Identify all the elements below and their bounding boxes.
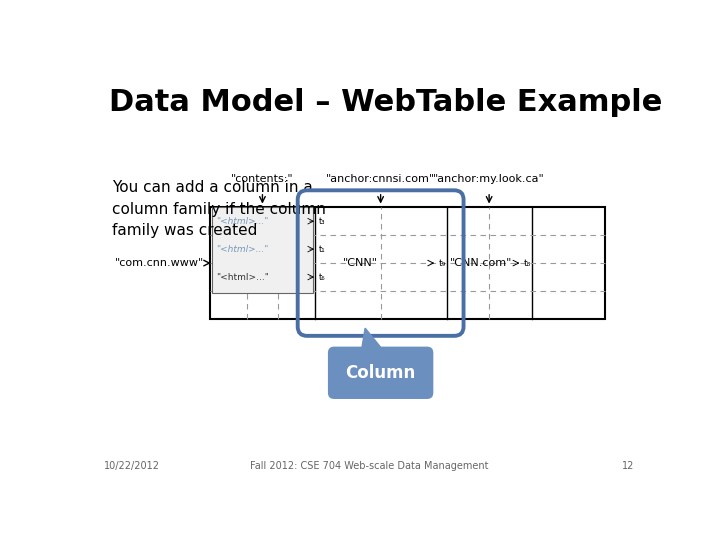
Text: t₉: t₉ (438, 259, 446, 268)
Text: "com.cnn.www": "com.cnn.www" (114, 258, 204, 268)
Text: family was created: family was created (112, 224, 257, 239)
Text: Fall 2012: CSE 704 Web-scale Data Management: Fall 2012: CSE 704 Web-scale Data Manage… (250, 461, 488, 471)
Text: t₃: t₃ (319, 217, 325, 226)
Text: Data Model – WebTable Example: Data Model – WebTable Example (109, 88, 662, 117)
Text: You can add a column in a: You can add a column in a (112, 180, 312, 195)
Text: Column: Column (346, 364, 415, 382)
Text: "<html>...": "<html>..." (216, 217, 269, 226)
FancyBboxPatch shape (328, 347, 433, 399)
Text: "CNN.com": "CNN.com" (449, 258, 512, 268)
Polygon shape (361, 328, 384, 352)
Text: "anchor:my.look.ca": "anchor:my.look.ca" (433, 174, 545, 184)
Text: "CNN": "CNN" (343, 258, 379, 268)
Bar (210, 207, 606, 319)
Bar (212, 207, 313, 293)
Text: "<html>...": "<html>..." (216, 273, 269, 281)
Text: "contents:": "contents:" (231, 174, 294, 184)
Text: "anchor:cnnsi.com": "anchor:cnnsi.com" (326, 174, 435, 184)
Text: "<html>...": "<html>..." (216, 245, 269, 254)
Text: column family if the column: column family if the column (112, 202, 325, 217)
Text: t₁: t₁ (319, 245, 325, 254)
Text: 10/22/2012: 10/22/2012 (104, 461, 160, 471)
Text: t₆: t₆ (319, 273, 325, 281)
Text: 12: 12 (621, 461, 634, 471)
Text: t₈: t₈ (524, 259, 531, 268)
